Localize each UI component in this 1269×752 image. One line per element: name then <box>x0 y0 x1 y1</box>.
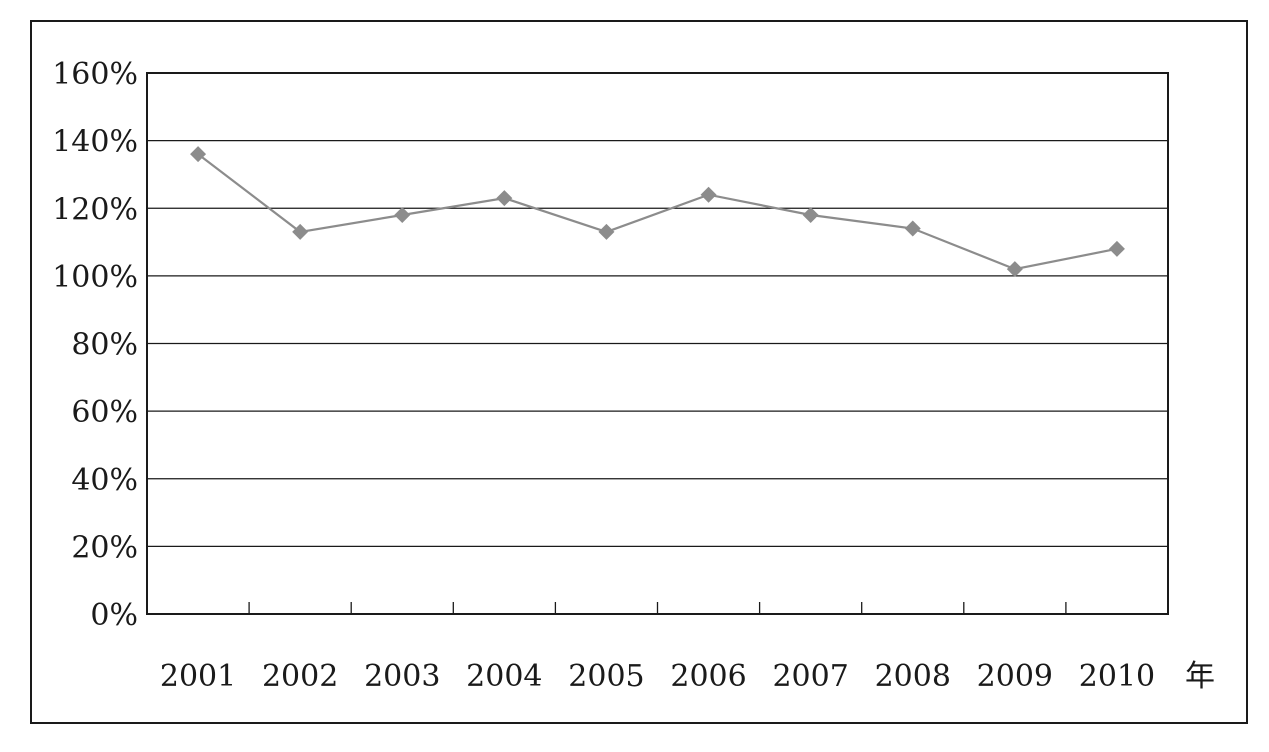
series-line <box>197 153 1118 271</box>
data-point-marker[interactable] <box>190 146 207 163</box>
data-point-marker[interactable] <box>394 207 411 224</box>
x-tick-label: 2010 <box>1079 659 1155 694</box>
x-tick-label: 2001 <box>160 659 236 694</box>
x-tick-label: 2004 <box>466 659 542 694</box>
x-tick-label: 2005 <box>568 659 644 694</box>
x-tick-label: 2003 <box>364 659 440 694</box>
chart-frame <box>30 20 1248 724</box>
data-point-marker[interactable] <box>496 190 513 207</box>
y-tick-label: 0% <box>90 598 138 633</box>
x-tick-label: 2009 <box>977 659 1053 694</box>
data-point-marker[interactable] <box>802 207 819 224</box>
y-tick-label: 120% <box>52 192 138 227</box>
x-tick-label: 2002 <box>262 659 338 694</box>
x-axis-unit-label: 年 <box>1185 659 1215 694</box>
x-tick-label: 2008 <box>875 659 951 694</box>
y-tick-label: 100% <box>52 260 138 295</box>
y-tick-label: 60% <box>71 395 138 430</box>
data-point-marker[interactable] <box>292 223 309 240</box>
data-point-marker[interactable] <box>1108 240 1125 257</box>
y-tick-label: 40% <box>71 463 138 498</box>
data-point-marker[interactable] <box>700 186 717 203</box>
x-tick-label: 2006 <box>670 659 746 694</box>
y-tick-label: 140% <box>52 125 138 160</box>
x-tick-label: 2007 <box>772 659 848 694</box>
y-tick-label: 80% <box>71 328 138 363</box>
data-point-marker[interactable] <box>1006 261 1023 278</box>
data-point-marker[interactable] <box>598 223 615 240</box>
y-tick-label: 20% <box>71 530 138 565</box>
y-tick-label: 160% <box>52 57 138 92</box>
data-point-marker[interactable] <box>904 220 921 237</box>
